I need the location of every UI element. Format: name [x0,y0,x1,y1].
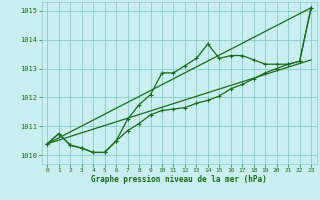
X-axis label: Graphe pression niveau de la mer (hPa): Graphe pression niveau de la mer (hPa) [91,175,267,184]
